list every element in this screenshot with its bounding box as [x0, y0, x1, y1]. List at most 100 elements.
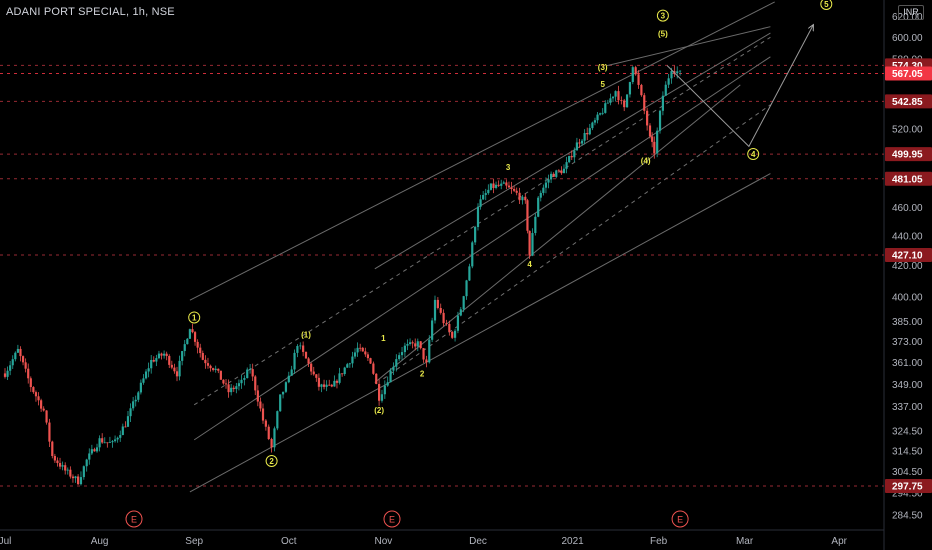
candle-body: [392, 366, 395, 371]
time-axis[interactable]: Jul Aug Sep Oct Nov Dec 2021 Feb Mar Apr: [0, 536, 848, 547]
channel-line: [374, 84, 741, 383]
candle-body: [106, 442, 109, 444]
candle-body: [670, 71, 673, 79]
candle-body: [222, 379, 225, 384]
price-tick-label: 373.00: [892, 337, 923, 348]
candle-body: [403, 345, 406, 353]
wave-label: 1: [381, 334, 386, 343]
price-level-badge: [885, 94, 932, 109]
candle-body: [664, 84, 667, 96]
candle-body: [524, 196, 527, 201]
candle-body: [254, 376, 257, 391]
candle-body: [126, 416, 130, 427]
candle-body: [132, 401, 135, 409]
candle-body: [601, 112, 604, 114]
candle-body: [646, 110, 649, 126]
candles[interactable]: [3, 65, 682, 486]
candle-body: [547, 179, 550, 183]
candle-body: [267, 426, 270, 440]
candle-body: [487, 189, 490, 194]
candle-body: [414, 343, 417, 347]
chart-title: ADANI PORT SPECIAL, 1h, NSE: [6, 6, 175, 18]
candle-body: [526, 200, 529, 231]
price-axis[interactable]: 620.00600.00580.00520.00460.00440.00420.…: [885, 12, 932, 522]
wave-label: 5: [600, 80, 605, 89]
candle-body: [163, 353, 166, 356]
candle-body: [310, 363, 313, 372]
candle-body: [103, 442, 106, 444]
candle-body: [150, 359, 153, 369]
candle-body: [439, 307, 442, 313]
candle-body: [456, 315, 460, 331]
candle-body: [170, 364, 173, 368]
wave-label: 2: [269, 457, 274, 466]
candle-body: [476, 206, 480, 228]
candle-body: [648, 125, 652, 137]
candle-body: [71, 476, 75, 479]
candle-body: [165, 353, 168, 356]
wave-label: 4: [527, 260, 532, 269]
time-tick-label: 2021: [561, 536, 584, 547]
candle-body: [489, 183, 492, 190]
candle-body: [568, 156, 571, 163]
candle-body: [235, 386, 238, 390]
candle-body: [537, 197, 540, 217]
candle-body: [591, 122, 594, 129]
candle-body: [555, 170, 558, 177]
candle-body: [383, 385, 386, 395]
channel-line: [189, 173, 771, 493]
candle-body: [160, 353, 163, 356]
candle-body: [623, 100, 626, 108]
candle-body: [249, 369, 252, 370]
price-level-label: 542.85: [892, 97, 923, 108]
candle-body: [168, 355, 171, 365]
candle-body: [98, 438, 101, 448]
candle-body: [24, 362, 27, 369]
wave-label: 3: [661, 12, 666, 21]
candle-body: [453, 330, 457, 338]
currency-badge[interactable]: INR: [898, 5, 924, 20]
price-level-label: 567.05: [892, 69, 923, 80]
candle-body: [246, 369, 249, 379]
wave-label: (1): [301, 330, 311, 339]
candle-body: [588, 128, 591, 135]
candle-body: [631, 67, 634, 83]
wave-label: 2: [420, 369, 425, 378]
candle-body: [284, 382, 288, 392]
candle-body: [583, 133, 586, 141]
candle-body: [181, 351, 184, 361]
candle-body: [85, 459, 88, 467]
candle-body: [296, 346, 299, 353]
candle-body: [88, 453, 91, 460]
candle-body: [137, 392, 140, 400]
candle-body: [528, 230, 531, 256]
candle-body: [193, 332, 197, 342]
candle-body: [620, 100, 623, 102]
candle-body: [406, 344, 409, 346]
candle-body: [653, 141, 656, 154]
candle-body: [640, 84, 643, 96]
price-level-lines: [0, 64, 884, 487]
candle-body: [281, 391, 285, 395]
price-tick-label: 400.00: [892, 292, 923, 303]
candle-body: [6, 370, 9, 377]
time-tick-label: Nov: [375, 536, 393, 547]
candle-body: [69, 469, 72, 477]
candle-body: [191, 329, 194, 333]
candle-body: [505, 182, 508, 186]
candle-body: [676, 71, 679, 74]
channel-line: [374, 32, 771, 270]
dashed-trend-line: [383, 104, 771, 380]
candle-body: [139, 382, 142, 393]
candle-body: [304, 351, 308, 359]
candle-body: [617, 91, 620, 101]
candle-body: [230, 387, 233, 393]
time-tick-label: Dec: [469, 536, 487, 547]
candle-body: [199, 347, 202, 353]
candle-body: [431, 320, 434, 340]
candle-body: [3, 373, 7, 377]
candle-body: [425, 359, 428, 363]
candle-body: [243, 378, 246, 380]
